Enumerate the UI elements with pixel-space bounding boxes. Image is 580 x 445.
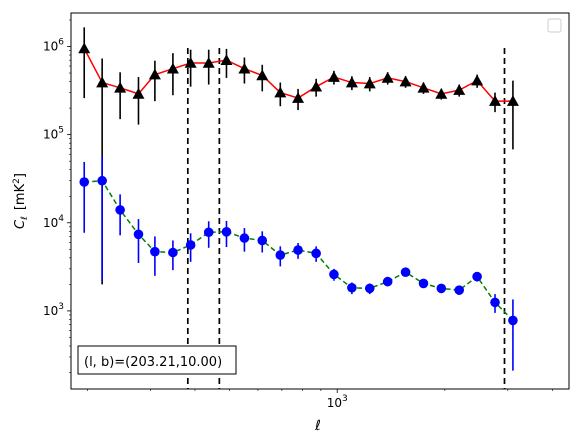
series-triangle-marker bbox=[471, 74, 484, 86]
x-axis-label: ℓ bbox=[314, 418, 321, 434]
series-circle-marker bbox=[400, 267, 411, 277]
series-circle-marker bbox=[115, 205, 125, 215]
series-circle-marker bbox=[133, 229, 144, 240]
annotation-text: (l, b)=(203.21,10.00) bbox=[84, 355, 222, 370]
series-triangle-marker bbox=[363, 77, 376, 89]
series-triangle-marker bbox=[184, 56, 197, 68]
y-tick-label: 103 bbox=[43, 302, 64, 318]
y-tick-label: 105 bbox=[43, 126, 64, 142]
series-triangle-marker bbox=[506, 95, 519, 106]
series-circle-marker bbox=[239, 233, 250, 243]
series-circle-marker bbox=[382, 276, 393, 287]
series-triangle-marker bbox=[202, 56, 215, 68]
series-triangle-marker bbox=[345, 76, 358, 88]
x-tick-label: 103 bbox=[327, 394, 348, 410]
series-triangle-marker bbox=[274, 86, 287, 98]
plot-frame bbox=[70, 12, 570, 390]
series-triangle-marker bbox=[435, 87, 448, 99]
y-tick-label: 106 bbox=[43, 38, 64, 54]
series-triangle-marker bbox=[453, 84, 466, 95]
series-triangle-marker bbox=[96, 76, 109, 88]
series-triangle-marker bbox=[399, 75, 412, 87]
y-label-unit-sup: 2 bbox=[12, 178, 22, 184]
y-axis-label: Cℓ [mK2] bbox=[12, 173, 30, 229]
data-layer bbox=[78, 27, 519, 389]
svg-text:Cℓ[mK2]: Cℓ [mK2] bbox=[12, 173, 30, 229]
series-circle-marker bbox=[418, 278, 429, 289]
plot-area bbox=[71, 13, 569, 389]
series-circle bbox=[79, 156, 518, 371]
series-circle-marker bbox=[472, 271, 482, 282]
series-circle-marker bbox=[436, 283, 447, 294]
series-circle-marker bbox=[329, 269, 339, 280]
series-circle-marker bbox=[79, 177, 90, 187]
series-circle-marker bbox=[293, 245, 303, 255]
series-circle-marker bbox=[150, 246, 160, 257]
series-circle-marker bbox=[454, 285, 465, 295]
series-triangle-marker bbox=[114, 81, 127, 93]
series-circle-marker bbox=[97, 175, 107, 186]
series-triangle-marker bbox=[327, 71, 340, 82]
y-tick-label: 104 bbox=[43, 214, 64, 230]
y-label-unit-close: ] bbox=[13, 173, 28, 178]
series-triangle-marker bbox=[132, 87, 145, 99]
annotation-box: (l, b)=(203.21,10.00) bbox=[77, 345, 237, 375]
series-triangle-marker bbox=[489, 95, 502, 106]
legend-box bbox=[547, 18, 562, 33]
series-circle-marker bbox=[221, 226, 232, 237]
series-triangle-marker bbox=[292, 92, 305, 103]
series-triangle-marker bbox=[148, 68, 161, 80]
series-circle-marker bbox=[257, 235, 268, 246]
y-label-unit: [mK bbox=[13, 183, 28, 210]
series-circle-marker bbox=[311, 248, 321, 259]
series-triangle-marker bbox=[381, 71, 394, 83]
series-circle-marker bbox=[203, 227, 214, 238]
y-label-subscript: ℓ bbox=[20, 216, 30, 221]
series-circle-marker bbox=[508, 315, 518, 326]
series-triangle-marker bbox=[166, 62, 179, 74]
series-circle-marker bbox=[275, 250, 286, 260]
series-circle-marker bbox=[347, 282, 357, 293]
series-triangle-marker bbox=[256, 69, 269, 81]
series-triangle-marker bbox=[417, 81, 430, 93]
series-triangle-marker bbox=[238, 62, 251, 74]
series-circle-marker bbox=[168, 247, 178, 258]
series-triangle-marker bbox=[310, 80, 323, 92]
series-triangle-marker bbox=[78, 42, 91, 54]
series-circle-marker bbox=[185, 240, 196, 250]
series-triangle bbox=[78, 27, 519, 285]
series-circle-marker bbox=[364, 283, 375, 294]
series-circle-marker bbox=[490, 297, 500, 308]
y-label-symbol: C bbox=[13, 219, 28, 229]
series-triangle-marker bbox=[220, 54, 233, 65]
